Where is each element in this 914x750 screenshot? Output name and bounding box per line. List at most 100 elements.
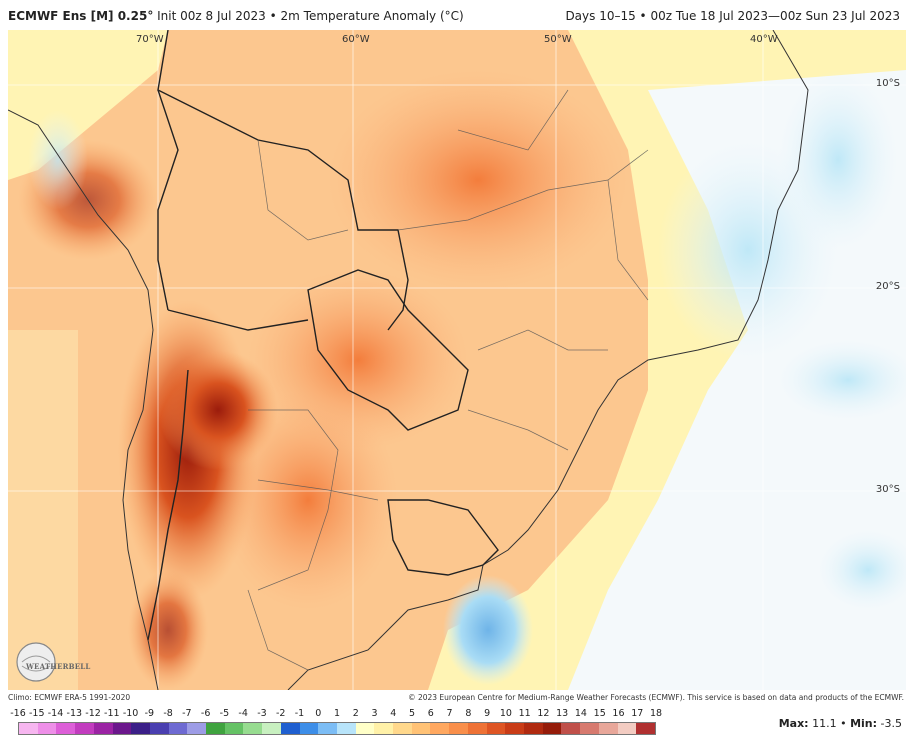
colorbar-tick-label: 0 xyxy=(315,708,322,719)
anomaly-cool-coast xyxy=(778,70,898,250)
colorbar: -16 -15 -14 -13 -12 -11 -10 -9 -8 -7 -6 -5 -4 -3 -2 -1 0… xyxy=(10,708,662,736)
colorbar-tick-label: -9 xyxy=(144,708,155,719)
colorbar-swatch xyxy=(542,723,562,734)
anomaly-warm-brazil xyxy=(328,70,628,290)
anomaly-map xyxy=(8,30,906,690)
colorbar-tick-label: -13 xyxy=(66,708,83,719)
colorbar-swatch xyxy=(75,723,94,734)
colorbar-tick-label: 14 xyxy=(574,708,587,719)
colorbar-tick-label: 2 xyxy=(352,708,359,719)
colorbar-swatch xyxy=(336,723,356,734)
colorbar-swatch xyxy=(411,723,431,734)
stats-separator: • xyxy=(840,717,847,730)
colorbar-swatch xyxy=(467,723,487,734)
anomaly-pacific xyxy=(8,330,78,690)
colorbar-swatch xyxy=(486,723,506,734)
colorbar-swatch xyxy=(131,723,150,734)
colorbar-tick-label: -16 xyxy=(10,708,26,719)
lon-label-70w: 70°W xyxy=(136,34,164,45)
colorbar-swatch xyxy=(262,723,281,734)
min-value: -3.5 xyxy=(880,717,902,730)
colorbar-tick-label: 10 xyxy=(499,708,512,719)
colorbar-tick-label: -12 xyxy=(85,708,101,719)
anomaly-cool-andes-north xyxy=(28,110,88,210)
weatherbell-logo xyxy=(16,642,56,682)
min-label: Min: xyxy=(850,717,878,730)
anomaly-hot-south xyxy=(128,570,208,690)
anomaly-cool-ocean xyxy=(778,340,906,420)
country-borders xyxy=(147,30,499,641)
colorbar-swatch xyxy=(93,723,113,734)
colorbar-tick-label: -5 xyxy=(219,708,230,719)
province-borders xyxy=(247,89,649,671)
stats: Max: 11.1 • Min: -3.5 xyxy=(779,717,902,730)
colorbar-swatch xyxy=(636,723,655,734)
colorbar-swatch xyxy=(243,723,263,734)
colorbar-tick-label: -11 xyxy=(104,708,120,719)
colorbar-tick-label: -15 xyxy=(28,708,45,719)
colorbar-tick-label: 18 xyxy=(649,708,663,719)
init-time: Init 00z 8 Jul 2023 xyxy=(157,9,266,23)
lon-label-40w: 40°W xyxy=(750,34,778,45)
model-name: ECMWF Ens [M] 0.25° xyxy=(8,9,154,23)
colorbar-swatch xyxy=(224,723,244,734)
colorbar-swatch xyxy=(149,723,169,734)
colorbar-tick-label: 11 xyxy=(518,708,531,719)
colorbar-tick-label: -2 xyxy=(275,708,286,719)
colorbar-tick-label: -4 xyxy=(238,708,248,719)
colorbar-tick-label: 13 xyxy=(556,708,569,719)
lon-label-50w: 50°W xyxy=(544,34,572,45)
colorbar-tick-label: 3 xyxy=(371,708,378,719)
colorbar-tick-label: -8 xyxy=(163,708,173,719)
colorbar-swatches xyxy=(18,722,656,735)
colorbar-swatch xyxy=(617,723,637,734)
colorbar-tick-label: -14 xyxy=(47,708,64,719)
lat-label-30s: 30°S xyxy=(875,484,900,495)
lon-label-60w: 60°W xyxy=(342,34,370,45)
colorbar-tick-label: 5 xyxy=(409,708,416,719)
colorbar-tick-label: 7 xyxy=(446,708,453,719)
colorbar-swatch xyxy=(206,723,225,734)
colorbar-swatch xyxy=(430,723,450,734)
colorbar-swatch xyxy=(280,723,300,734)
colorbar-swatch xyxy=(112,723,132,734)
colorbar-tick-label: -7 xyxy=(182,708,192,719)
colorbar-swatch xyxy=(56,723,76,734)
colorbar-swatch xyxy=(598,723,618,734)
colorbar-tick-label: 1 xyxy=(333,708,341,719)
colorbar-tick-label: 8 xyxy=(465,708,472,719)
header-separator: • xyxy=(269,9,277,23)
colorbar-tick-label: 16 xyxy=(612,708,625,719)
logo-text: WEATHERBELL xyxy=(26,662,91,671)
colorbar-tick-label: -10 xyxy=(122,708,139,719)
colorbar-tick-label: -6 xyxy=(200,708,211,719)
colorbar-tick-label: 15 xyxy=(593,708,606,719)
graticule xyxy=(8,30,906,690)
anomaly-cold-atlantic xyxy=(443,575,533,685)
header: ECMWF Ens [M] 0.25° Init 00z 8 Jul 2023 … xyxy=(0,0,914,30)
lat-label-10s: 10°S xyxy=(875,78,900,89)
colorbar-swatch xyxy=(318,723,337,734)
colorbar-tick-label: 4 xyxy=(390,708,397,719)
colorbar-swatch xyxy=(580,723,599,734)
map-area: 70°W 60°W 50°W 40°W 10°S 20°S 30°S WEATH… xyxy=(8,30,906,690)
colorbar-swatch xyxy=(393,723,412,734)
atlantic-coastline xyxy=(287,30,809,690)
colorbar-tick-label: 9 xyxy=(484,708,491,719)
colorbar-swatch xyxy=(37,723,57,734)
pacific-coastline xyxy=(8,109,159,690)
colorbar-tick-label: -1 xyxy=(294,708,305,719)
lat-label-20s: 20°S xyxy=(875,281,900,292)
colorbar-swatch xyxy=(299,723,319,734)
colorbar-tick-label: 6 xyxy=(427,708,434,719)
max-label: Max: xyxy=(778,717,809,730)
anomaly-cool-south-ocean xyxy=(818,530,906,610)
colorbar-swatch xyxy=(19,723,38,734)
climo-note: Climo: ECMWF ERA-5 1991-2020 xyxy=(8,693,131,702)
colorbar-tick-label: 17 xyxy=(631,708,644,719)
max-value: 11.1 xyxy=(812,717,837,730)
field-name: 2m Temperature Anomaly (°C) xyxy=(280,9,464,23)
header-title: ECMWF Ens [M] 0.25° Init 00z 8 Jul 2023 … xyxy=(8,9,464,23)
colorbar-swatch xyxy=(505,723,524,734)
colorbar-swatch xyxy=(561,723,581,734)
